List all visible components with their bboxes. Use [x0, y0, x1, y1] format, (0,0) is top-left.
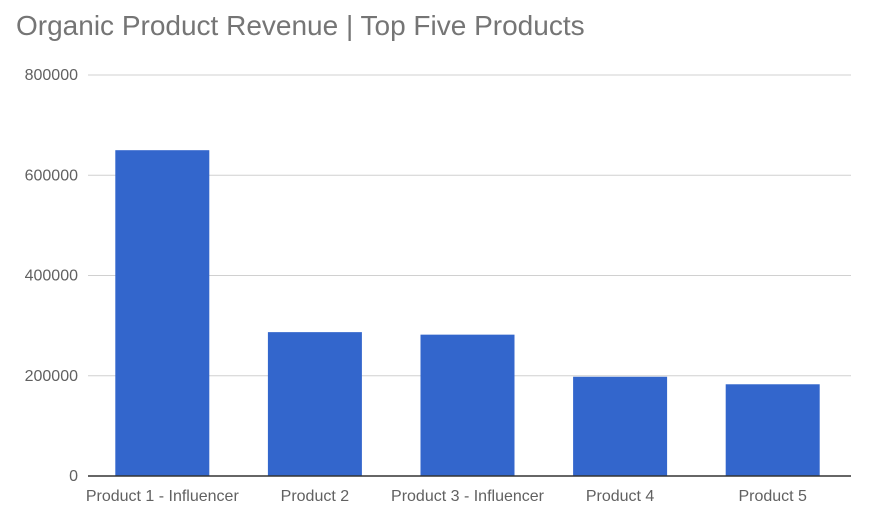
y-tick-label: 0 — [69, 468, 78, 485]
bar — [573, 376, 668, 476]
bar — [725, 384, 820, 476]
bar — [115, 150, 210, 476]
bar — [420, 334, 515, 476]
x-tick-label: Product 5 — [738, 488, 807, 505]
y-tick-label: 800000 — [25, 67, 78, 84]
x-tick-label: Product 1 - Influencer — [86, 488, 240, 505]
gridlines — [88, 74, 851, 377]
y-axis-ticks: 0 200000 400000 600000 800000 — [25, 67, 78, 485]
x-tick-label: Product 4 — [586, 488, 655, 505]
y-tick-label: 400000 — [25, 268, 78, 285]
bars — [115, 150, 820, 476]
bar — [267, 332, 362, 476]
y-tick-label: 600000 — [25, 167, 78, 184]
x-tick-label: Product 3 - Influencer — [391, 488, 545, 505]
y-tick-label: 200000 — [25, 368, 78, 385]
chart-title: Organic Product Revenue | Top Five Produ… — [16, 10, 585, 41]
x-axis-ticks: Product 1 - Influencer Product 2 Product 3… — [86, 488, 807, 505]
x-tick-label: Product 2 — [281, 488, 350, 505]
